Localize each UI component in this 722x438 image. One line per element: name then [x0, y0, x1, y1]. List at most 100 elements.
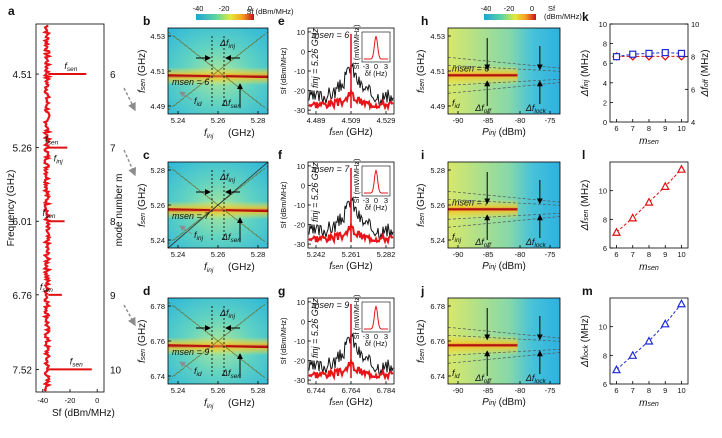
inset-xtick: 3 [384, 332, 388, 341]
mode-pointer-arrow [123, 87, 136, 112]
peak-label-fsen: fsen [64, 61, 77, 73]
annotation-dfsen: Δfsen [221, 98, 241, 110]
panel-label-m: m [582, 284, 593, 298]
xtick-label: 6 [614, 386, 618, 395]
ytick-label: 8 [603, 215, 607, 224]
annotation-dflock: Δflock [525, 103, 547, 115]
panel-label-k: k [582, 10, 589, 24]
xtick-label: 5.26 [211, 116, 226, 125]
ytick-label: 0 [301, 317, 305, 326]
annotation-msen: msen = 7 [172, 211, 210, 221]
panel-label-c: c [143, 148, 150, 162]
sensing-line [167, 74, 269, 79]
inset-frame [361, 31, 391, 63]
annotation-dfinj: Δfinj [219, 308, 236, 320]
mode-number: 7 [110, 144, 116, 155]
contour-line [447, 216, 561, 228]
annotation-fid: fid [194, 366, 202, 378]
contour-line [447, 334, 561, 342]
ytick-label: 4.51 [150, 67, 165, 76]
inset-xtick: 0 [374, 62, 378, 71]
y-axis-label: Δflock (MHz) [580, 315, 591, 368]
ytick-label: 5.28 [150, 166, 165, 175]
xtick-label: 8 [647, 250, 651, 259]
xtick-label: 6 [614, 250, 618, 259]
xtick-label: 5.24 [171, 116, 186, 125]
ytick-label: -10 [294, 201, 305, 210]
y-axis-label: Δfsen (MHz) [580, 180, 591, 232]
xtick-label: 7 [631, 250, 635, 259]
x-axis-label: Pinj (dBm) [482, 261, 526, 272]
contour-line [447, 56, 561, 69]
y-axis-label: fsen (GHz) [137, 49, 148, 93]
data-point [645, 49, 653, 58]
annotation-msen: msen = 6 [172, 77, 209, 87]
ytick-label: 8 [603, 40, 607, 49]
xtick-label: 8 [647, 386, 651, 395]
xtick-label: 0 [95, 396, 99, 405]
colorbar [484, 14, 536, 20]
ytick-label: 5.26 [150, 201, 165, 210]
data-point [611, 364, 622, 374]
data-point [660, 319, 670, 328]
data-point [676, 298, 687, 308]
ytick-label: 6.01 [13, 217, 33, 228]
xtick-label: 5.28 [251, 250, 266, 259]
mode-number: 10 [110, 365, 122, 376]
ytick-right-label: 10 [691, 20, 699, 29]
colorbar-tick: 0 [530, 4, 534, 13]
contour-line [447, 78, 561, 86]
noise-floor-trace [41, 24, 54, 392]
xtick-label: -90 [453, 250, 464, 259]
mode-pointer-arrow [123, 304, 136, 327]
colorbar-label: Sf [548, 4, 556, 13]
panel-label-l: l [582, 148, 585, 162]
y-axis-label: fsen (GHz) [416, 319, 427, 363]
x-axis-label: finj [204, 262, 214, 274]
xtick-label: -90 [453, 116, 464, 125]
ytick-label: 6.78 [150, 302, 165, 311]
y-axis-label: Δfinj (MHz) [580, 50, 591, 98]
xtick-label: 4.489 [307, 116, 326, 125]
panel-label-e: e [278, 14, 285, 28]
pointer-arrow [179, 91, 193, 101]
colorbar-tick: -20 [504, 4, 515, 13]
injection-line [167, 161, 269, 249]
annotation-dflock: Δflock [525, 237, 547, 249]
annotation-msen: msen = 6 [452, 63, 489, 73]
ytick-label: 5.28 [430, 166, 445, 175]
ytick-label: 2 [603, 98, 607, 107]
contour-line [447, 198, 561, 206]
ytick-label: -20 [294, 357, 305, 366]
ytick-label: 5.26 [430, 201, 445, 210]
colorbar-label: Sf (dBm/MHz) [246, 7, 294, 16]
data-point [644, 336, 654, 345]
ytick-label: 4.49 [430, 102, 445, 111]
annotation-fid: fid [194, 96, 202, 108]
annotation-dfinj: Δfinj [219, 172, 236, 184]
xtick-label: 5.261 [342, 250, 361, 259]
x-axis-label: finj [204, 128, 214, 140]
panel-label-a: a [8, 4, 15, 18]
y-axis-label: Frequency (GHz) [6, 170, 17, 247]
annotation-finj: finj = 5.26 GHz [310, 162, 320, 222]
ytick-label: 10 [297, 162, 305, 171]
xtick-label: 7 [631, 386, 635, 395]
contour-line [447, 64, 561, 72]
x-axis-unit: (GHz) [228, 262, 255, 273]
inset-trace [364, 305, 388, 330]
ytick-label: 5.24 [430, 236, 445, 245]
ytick-label: 4.51 [13, 70, 33, 81]
peak-label-fsen: fsen [45, 135, 58, 147]
xtick-label: 10 [677, 386, 685, 395]
xtick-label: 4.509 [342, 116, 361, 125]
xtick-label: 5.28 [251, 116, 266, 125]
data-point [660, 181, 670, 190]
x-axis-label: Pinj (dBm) [482, 127, 526, 138]
xtick-label: 5.24 [171, 386, 186, 395]
xtick-label: 6.784 [377, 386, 396, 395]
contour-line [447, 190, 561, 203]
mode-number-axis-label: mode number m [114, 174, 125, 247]
annotation-dfinj: Δfinj [219, 38, 236, 50]
x-axis-label: Pinj (dBm) [482, 397, 526, 408]
